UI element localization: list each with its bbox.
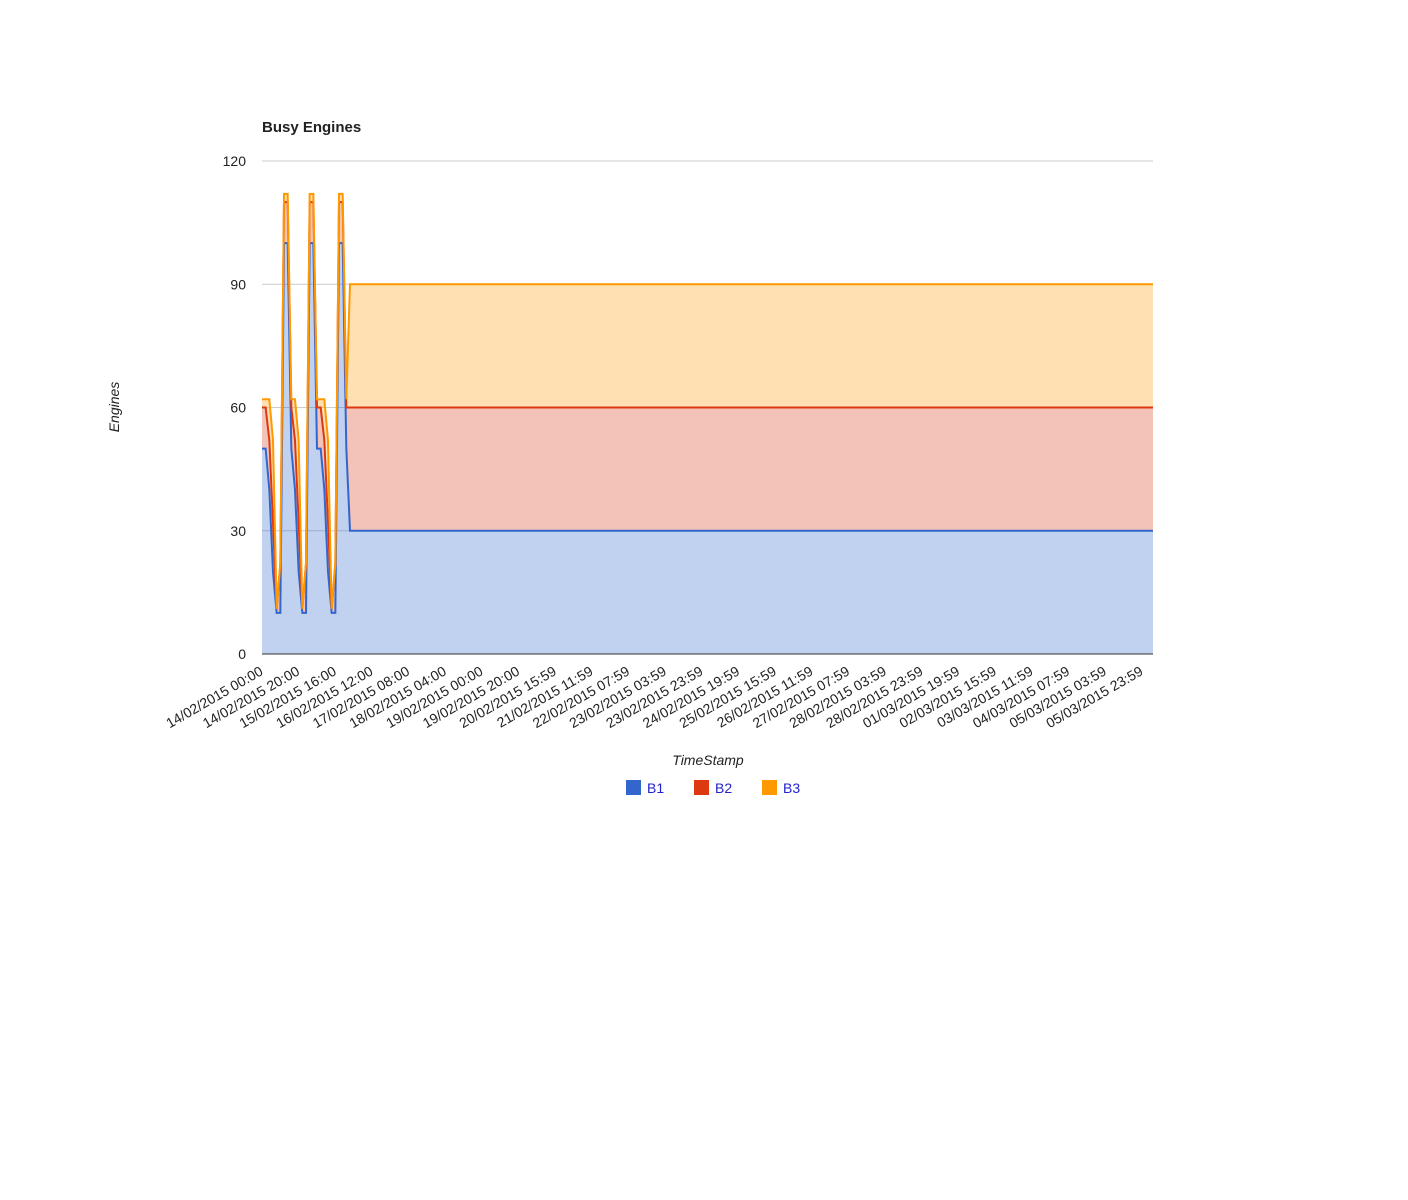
chart-title: Busy Engines (262, 119, 361, 136)
legend-label: B3 (783, 780, 800, 796)
y-tick-label: 120 (223, 153, 247, 169)
legend-swatch (694, 780, 709, 795)
y-tick-label: 90 (230, 276, 246, 292)
area-fill (262, 243, 1153, 654)
legend-swatch (762, 780, 777, 795)
y-tick-label: 30 (230, 523, 246, 539)
x-axis-title: TimeStamp (672, 752, 744, 768)
area-fill (262, 193, 1153, 609)
y-tick-label: 60 (230, 400, 246, 416)
series-line (262, 192, 1153, 609)
series-line (262, 242, 1153, 614)
legend-label: B2 (715, 780, 732, 796)
series-line (262, 201, 1153, 609)
legend-swatch (626, 780, 641, 795)
y-tick-label: 0 (238, 646, 246, 662)
legend-label: B1 (647, 780, 664, 796)
y-axis-title: Engines (106, 382, 122, 433)
